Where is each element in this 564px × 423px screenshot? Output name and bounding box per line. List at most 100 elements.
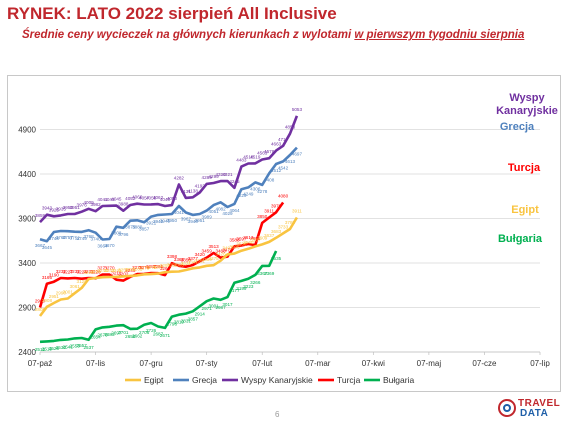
data-label: 3426 bbox=[215, 252, 226, 257]
data-label: 3967 bbox=[181, 217, 192, 222]
y-tick-label: 4400 bbox=[18, 170, 36, 179]
logo-ring-icon bbox=[498, 399, 516, 417]
data-label: 4229 bbox=[236, 193, 247, 198]
data-label: 4518 bbox=[243, 154, 254, 159]
data-label: 3535 bbox=[271, 256, 282, 261]
data-label: 3859 bbox=[35, 213, 46, 218]
data-label: 3278 bbox=[139, 265, 150, 270]
data-label: 3275 bbox=[146, 265, 157, 270]
data-label: 3970 bbox=[271, 203, 282, 208]
data-label: 3538 bbox=[236, 242, 247, 247]
data-label: 3460 bbox=[215, 249, 226, 254]
data-label: 3250 bbox=[118, 267, 129, 272]
data-label: 3231 bbox=[90, 269, 101, 274]
data-label: 3601 bbox=[250, 236, 261, 241]
data-label: 4131 bbox=[181, 189, 192, 194]
data-label: 3228 bbox=[90, 269, 101, 274]
data-label: 3275 bbox=[132, 265, 143, 270]
data-label: 2951 bbox=[49, 294, 60, 299]
data-label: 3223 bbox=[243, 284, 254, 289]
data-label: 3358 bbox=[181, 258, 192, 263]
data-label: 4045 bbox=[111, 197, 122, 202]
data-label: 4009 bbox=[83, 200, 94, 205]
data-label: 2908 bbox=[42, 298, 53, 303]
x-tick-label: 07-cze bbox=[472, 359, 497, 368]
data-label: 3232 bbox=[70, 269, 81, 274]
data-label: 3227 bbox=[63, 269, 74, 274]
data-label: 2541 bbox=[63, 344, 74, 349]
data-label: 3398 bbox=[167, 254, 178, 259]
x-tick-label: 07-maj bbox=[417, 359, 442, 368]
data-label: 2971 bbox=[202, 306, 213, 311]
data-label: 3740 bbox=[90, 237, 101, 242]
data-label: 3752 bbox=[70, 236, 81, 241]
data-label: 3190 bbox=[49, 273, 60, 278]
data-label: 4080 bbox=[278, 193, 289, 198]
subtitle-underlined: w pierwszym tygodniu sierpnia bbox=[354, 29, 525, 41]
series-end-label: Grecja bbox=[500, 121, 535, 133]
y-tick-label: 3400 bbox=[18, 259, 36, 268]
data-label: 4853 bbox=[285, 125, 296, 130]
data-label: 3285 bbox=[153, 264, 164, 269]
data-label: 3670 bbox=[104, 243, 115, 248]
data-label: 3305 bbox=[174, 262, 185, 267]
data-label: 2683 bbox=[104, 332, 115, 337]
data-label: 2857 bbox=[188, 316, 199, 321]
data-label: 3951 bbox=[195, 218, 206, 223]
data-label: 2914 bbox=[195, 311, 206, 316]
data-label: 3808 bbox=[111, 231, 122, 236]
data-label: 2900 bbox=[35, 299, 46, 304]
data-label: 2819 bbox=[174, 320, 185, 325]
data-label: 4052 bbox=[125, 196, 136, 201]
data-label: 3945 bbox=[160, 218, 171, 223]
data-label: 3757 bbox=[63, 235, 74, 240]
data-label: 4278 bbox=[257, 189, 268, 194]
data-label: 3261 bbox=[132, 266, 143, 271]
data-label: 3302 bbox=[167, 263, 178, 268]
data-label: 2536 bbox=[56, 345, 67, 350]
data-label: 4512 bbox=[271, 168, 282, 173]
data-label: 2697 bbox=[111, 331, 122, 336]
data-label: 3266 bbox=[250, 280, 261, 285]
data-label: 2726 bbox=[146, 328, 157, 333]
data-label: 3377 bbox=[188, 256, 199, 261]
data-label: 3264 bbox=[160, 266, 171, 271]
data-label: 3748 bbox=[49, 236, 60, 241]
data-label: 3768 bbox=[83, 234, 94, 239]
x-tick-label: 07-lip bbox=[530, 359, 550, 368]
data-label: 2706 bbox=[139, 330, 150, 335]
data-label: 2662 bbox=[132, 334, 143, 339]
data-label: 3497 bbox=[222, 245, 233, 250]
data-label: 2990 bbox=[56, 290, 67, 295]
data-label: 3921 bbox=[146, 221, 157, 226]
series-line bbox=[39, 146, 298, 243]
data-label: 4321 bbox=[222, 172, 233, 177]
data-label: 3368 bbox=[174, 257, 185, 262]
data-label: 4483 bbox=[236, 158, 247, 163]
data-label: 4029 bbox=[222, 211, 233, 216]
data-label: 2805 bbox=[35, 307, 46, 312]
page-number: 6 bbox=[275, 410, 280, 419]
data-label: 3375 bbox=[208, 256, 219, 261]
data-label: 3232 bbox=[83, 269, 94, 274]
x-tick-label: 07-sty bbox=[196, 359, 218, 368]
data-label: 3683 bbox=[271, 229, 282, 234]
data-label: 3199 bbox=[236, 286, 247, 291]
data-label: 3271 bbox=[97, 265, 108, 270]
data-label: 3224 bbox=[77, 270, 88, 275]
data-label: 3001 bbox=[208, 304, 219, 309]
data-label: 4041 bbox=[174, 210, 185, 215]
data-label: 3341 bbox=[188, 259, 199, 264]
data-label: 2671 bbox=[160, 333, 171, 338]
data-label: 4289 bbox=[202, 175, 213, 180]
logo-line2: DATA bbox=[520, 408, 549, 419]
subtitle-lead: Średnie ceny wycieczek na głównych kieru… bbox=[22, 29, 355, 41]
y-tick-label: 2900 bbox=[18, 304, 36, 313]
data-label: 3875 bbox=[125, 225, 136, 230]
data-label: 4663 bbox=[271, 142, 282, 147]
data-label: 2557 bbox=[77, 343, 88, 348]
data-label: 2537 bbox=[83, 345, 94, 350]
data-label: 2687 bbox=[153, 331, 164, 336]
data-label: 3989 bbox=[202, 215, 213, 220]
